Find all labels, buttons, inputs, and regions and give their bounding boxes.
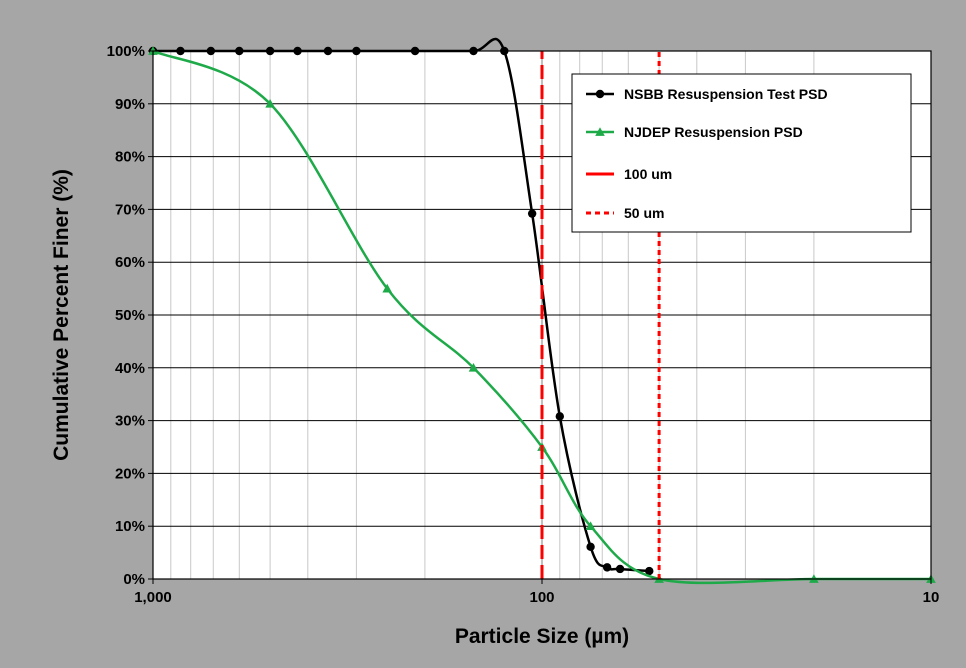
- legend-item: NSBB Resuspension Test PSD: [586, 86, 828, 102]
- data-point: [265, 99, 275, 108]
- y-tick-label: 60%: [115, 254, 145, 271]
- data-point: [527, 209, 537, 218]
- y-tick-label: 50%: [115, 307, 145, 324]
- x-tick-label: 100: [529, 589, 554, 606]
- y-tick-label: 90%: [115, 96, 145, 113]
- legend-label: NSBB Resuspension Test PSD: [624, 86, 828, 102]
- data-point: [382, 283, 393, 293]
- legend: NSBB Resuspension Test PSD NJDEP Resuspen…: [571, 73, 912, 233]
- y-tick-label: 80%: [115, 149, 145, 166]
- data-point: [602, 563, 612, 572]
- data-point: [586, 542, 595, 551]
- series-line: [152, 49, 931, 585]
- y-axis-title: Cumulative Percent Finer (%): [50, 169, 73, 461]
- legend-label: NJDEP Resuspension PSD: [624, 124, 803, 140]
- x-tick-label: 10: [923, 589, 940, 606]
- legend-item: 50 um: [586, 205, 664, 221]
- legend-marker: [595, 127, 605, 136]
- legend-item: 100 um: [586, 166, 672, 182]
- x-tick-label: 1,000: [134, 589, 172, 606]
- y-tick-label: 30%: [115, 413, 145, 430]
- x-axis-title: Particle Size (µm): [455, 625, 629, 648]
- axis-layer: 0% 10% 20% 30% 40% 50% 60% 70% 80% 90% 100% 1,000 10…: [107, 43, 940, 606]
- data-point: [615, 564, 625, 574]
- y-tick-label: 40%: [115, 360, 145, 377]
- legend-item: NJDEP Resuspension PSD: [586, 124, 803, 140]
- data-point: [645, 566, 654, 576]
- y-tick-label: 20%: [115, 465, 145, 482]
- data-point: [555, 412, 564, 421]
- legend-box: [571, 73, 912, 233]
- legend-label: 100 um: [624, 166, 672, 182]
- data-point: [585, 521, 596, 531]
- y-tick-label: 10%: [115, 518, 145, 535]
- legend-items: NSBB Resuspension Test PSD NJDEP Resuspen…: [586, 86, 828, 221]
- data-point: [468, 363, 479, 372]
- y-tick-label: 100%: [107, 43, 145, 60]
- y-tick-label: 70%: [115, 201, 145, 218]
- legend-marker: [595, 89, 605, 99]
- legend-label: 50 um: [624, 205, 664, 221]
- y-tick-label: 0%: [123, 571, 145, 588]
